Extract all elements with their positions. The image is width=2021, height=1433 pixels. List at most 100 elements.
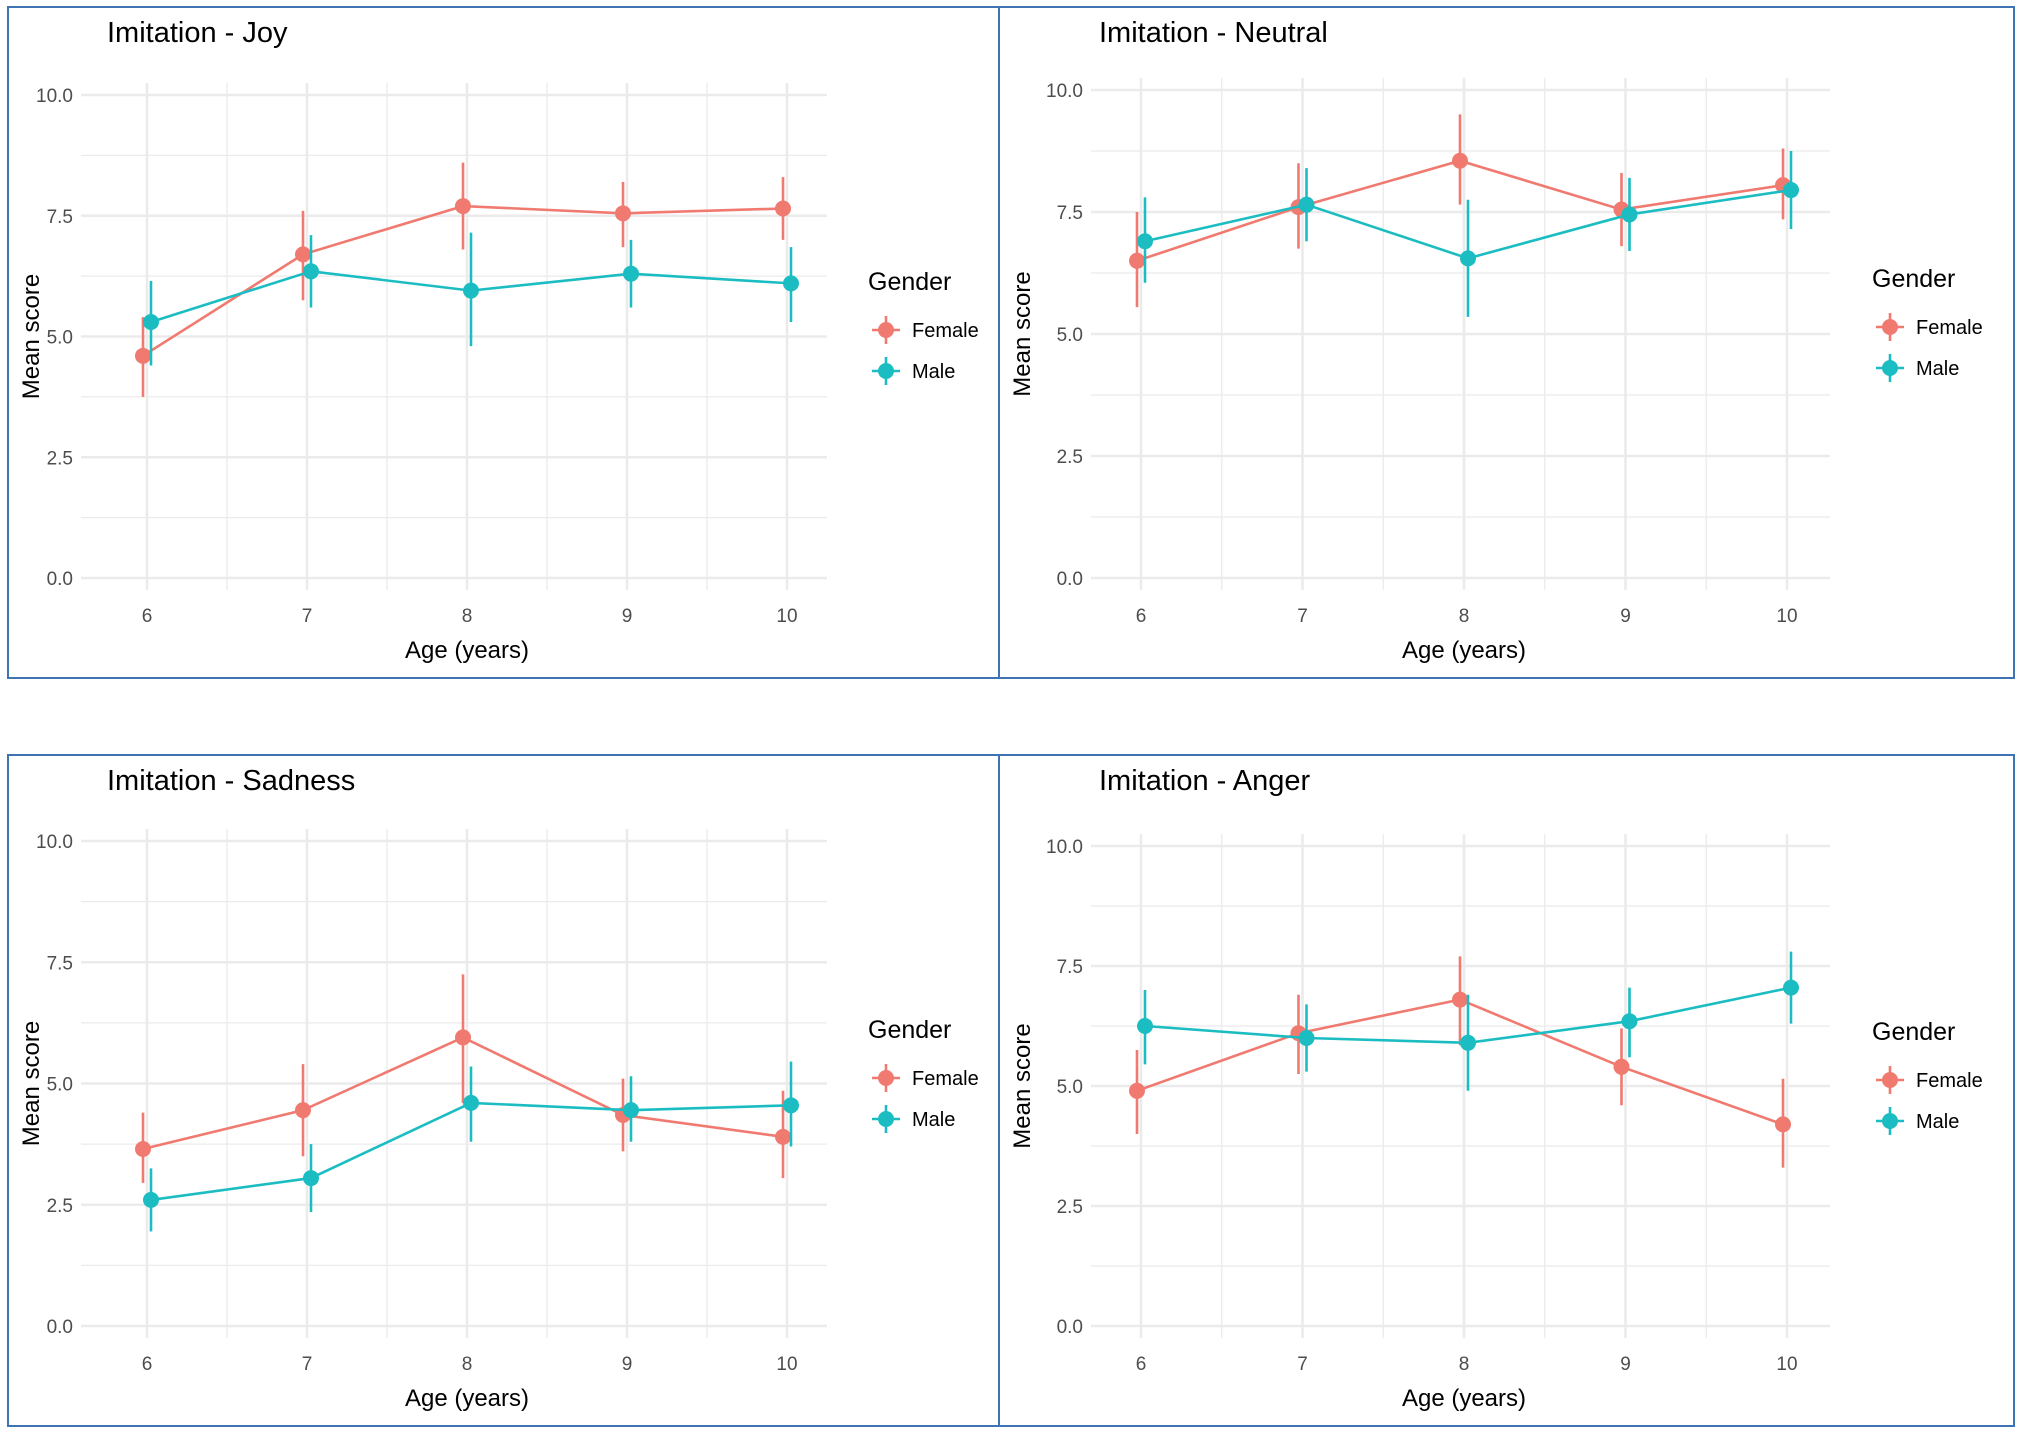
x-tick-label: 10 bbox=[1776, 1354, 1797, 1375]
legend-label-male: Male bbox=[1916, 1111, 1959, 1133]
chart-neutral: 0.0 2.5 5.0 7.5 10.0 6 7 8 9 10 Age (years) Mean sc… bbox=[1009, 17, 1983, 664]
x-tick-label: 7 bbox=[302, 1354, 313, 1375]
x-tick-label: 8 bbox=[1459, 1354, 1470, 1375]
chart-title: Imitation - Neutral bbox=[1099, 17, 1328, 49]
data-point-male bbox=[623, 1102, 639, 1119]
data-point-male bbox=[1137, 1018, 1153, 1034]
legend-key-point bbox=[1882, 1072, 1898, 1088]
chart-panel-neutral: 0.0 2.5 5.0 7.5 10.0 6 7 8 9 10 Age (years) Mean sc… bbox=[998, 6, 2015, 679]
legend-title: Gender bbox=[1872, 265, 1955, 293]
x-tick-label: 9 bbox=[622, 606, 633, 627]
x-tick-label: 8 bbox=[462, 1354, 473, 1375]
data-point-male bbox=[1298, 196, 1315, 213]
y-tick-label: 5.0 bbox=[1057, 325, 1083, 346]
y-tick-label: 0.0 bbox=[47, 569, 73, 590]
data-point-female bbox=[1775, 1116, 1791, 1133]
y-tick-label: 7.5 bbox=[47, 953, 73, 974]
data-point-male bbox=[1621, 1013, 1638, 1030]
x-tick-label: 6 bbox=[142, 606, 153, 627]
data-point-female bbox=[1129, 1082, 1145, 1099]
legend: Gender Female Male bbox=[1872, 265, 1983, 382]
legend-key-point bbox=[1882, 360, 1898, 376]
chart-sadness: 0.0 2.5 5.0 7.5 10.0 6 7 8 9 10 Age (years) Mean sc… bbox=[18, 765, 979, 1412]
y-tick-label: 10.0 bbox=[36, 86, 73, 107]
data-point-male bbox=[463, 282, 479, 299]
data-point-male bbox=[783, 275, 799, 292]
legend-label-female: Female bbox=[1916, 1070, 1983, 1092]
data-point-female bbox=[1129, 252, 1145, 269]
x-tick-label: 10 bbox=[776, 1354, 797, 1375]
legend-key-point bbox=[878, 1070, 894, 1086]
data-point-female bbox=[295, 1102, 311, 1119]
y-tick-label: 10.0 bbox=[1046, 837, 1083, 858]
legend-label-female: Female bbox=[912, 320, 979, 342]
x-tick-label: 8 bbox=[462, 606, 473, 627]
y-tick-label: 7.5 bbox=[47, 207, 73, 228]
y-axis-title: Mean score bbox=[1009, 1023, 1036, 1148]
data-point-female bbox=[775, 1128, 791, 1145]
y-axis-title: Mean score bbox=[18, 274, 45, 399]
chart-title: Imitation - Anger bbox=[1099, 765, 1310, 797]
x-axis-title: Age (years) bbox=[405, 1385, 529, 1412]
y-tick-label: 2.5 bbox=[1057, 447, 1083, 468]
x-axis-title: Age (years) bbox=[405, 637, 529, 664]
data-point-male bbox=[1783, 182, 1799, 199]
y-tick-label: 5.0 bbox=[47, 1075, 73, 1096]
y-tick-label: 10.0 bbox=[36, 832, 73, 853]
x-axis-title: Age (years) bbox=[1402, 637, 1526, 664]
legend-label-male: Male bbox=[912, 361, 955, 383]
data-point-female bbox=[1613, 1058, 1630, 1075]
legend-key-point bbox=[878, 363, 894, 379]
chart-title: Imitation - Sadness bbox=[107, 765, 355, 797]
x-tick-label: 9 bbox=[1620, 606, 1631, 627]
x-tick-label: 10 bbox=[776, 606, 797, 627]
chart-anger: 0.0 2.5 5.0 7.5 10.0 6 7 8 9 10 Age (years) Mean sc… bbox=[1009, 765, 1983, 1412]
legend-title: Gender bbox=[1872, 1018, 1955, 1046]
x-tick-label: 6 bbox=[142, 1354, 153, 1375]
data-point-female bbox=[135, 1140, 151, 1157]
data-point-female bbox=[775, 200, 791, 217]
chart-panel-joy: 0.0 2.5 5.0 7.5 10.0 6 7 8 9 10 Age (years) Mean sc… bbox=[7, 6, 1000, 679]
legend-label-female: Female bbox=[912, 1068, 979, 1090]
y-tick-label: 5.0 bbox=[47, 328, 73, 349]
data-point-male bbox=[1783, 979, 1799, 996]
legend: Gender Female Male bbox=[868, 1016, 979, 1133]
chart-panel-anger: 0.0 2.5 5.0 7.5 10.0 6 7 8 9 10 Age (years) Mean sc… bbox=[998, 754, 2015, 1427]
x-tick-label: 6 bbox=[1136, 1354, 1147, 1375]
x-tick-label: 9 bbox=[622, 1354, 633, 1375]
data-point-male bbox=[1298, 1030, 1315, 1046]
y-tick-label: 0.0 bbox=[1057, 569, 1083, 590]
data-point-male bbox=[1460, 1034, 1476, 1051]
x-tick-label: 7 bbox=[1297, 1354, 1308, 1375]
data-point-female bbox=[455, 198, 471, 215]
chart-title: Imitation - Joy bbox=[107, 17, 288, 49]
legend: Gender Female Male bbox=[868, 268, 979, 385]
x-tick-label: 7 bbox=[1297, 606, 1308, 627]
y-tick-label: 7.5 bbox=[1057, 957, 1083, 978]
x-tick-label: 8 bbox=[1459, 606, 1470, 627]
data-point-male bbox=[303, 263, 319, 280]
y-tick-label: 2.5 bbox=[1057, 1197, 1083, 1218]
y-tick-label: 2.5 bbox=[47, 1196, 73, 1217]
legend-label-male: Male bbox=[1916, 358, 1959, 380]
data-point-male bbox=[623, 265, 639, 282]
data-point-female bbox=[1452, 152, 1468, 169]
x-tick-label: 10 bbox=[1776, 606, 1797, 627]
x-tick-label: 9 bbox=[1620, 1354, 1631, 1375]
x-axis-title: Age (years) bbox=[1402, 1385, 1526, 1412]
chart-joy: 0.0 2.5 5.0 7.5 10.0 6 7 8 9 10 Age (years) Mean sc… bbox=[18, 17, 979, 664]
legend-key-point bbox=[878, 322, 894, 338]
data-point-male bbox=[463, 1094, 479, 1111]
y-tick-label: 7.5 bbox=[1057, 203, 1083, 224]
y-tick-label: 10.0 bbox=[1046, 81, 1083, 102]
legend-label-male: Male bbox=[912, 1109, 955, 1131]
data-point-female bbox=[615, 205, 631, 222]
legend-label-female: Female bbox=[1916, 317, 1983, 339]
data-point-male bbox=[143, 1191, 159, 1208]
data-point-female bbox=[135, 347, 151, 364]
data-point-female bbox=[1452, 991, 1468, 1008]
legend-title: Gender bbox=[868, 268, 951, 296]
y-tick-label: 0.0 bbox=[1057, 1317, 1083, 1338]
y-axis-title: Mean score bbox=[1009, 271, 1036, 396]
data-point-female bbox=[455, 1029, 471, 1046]
